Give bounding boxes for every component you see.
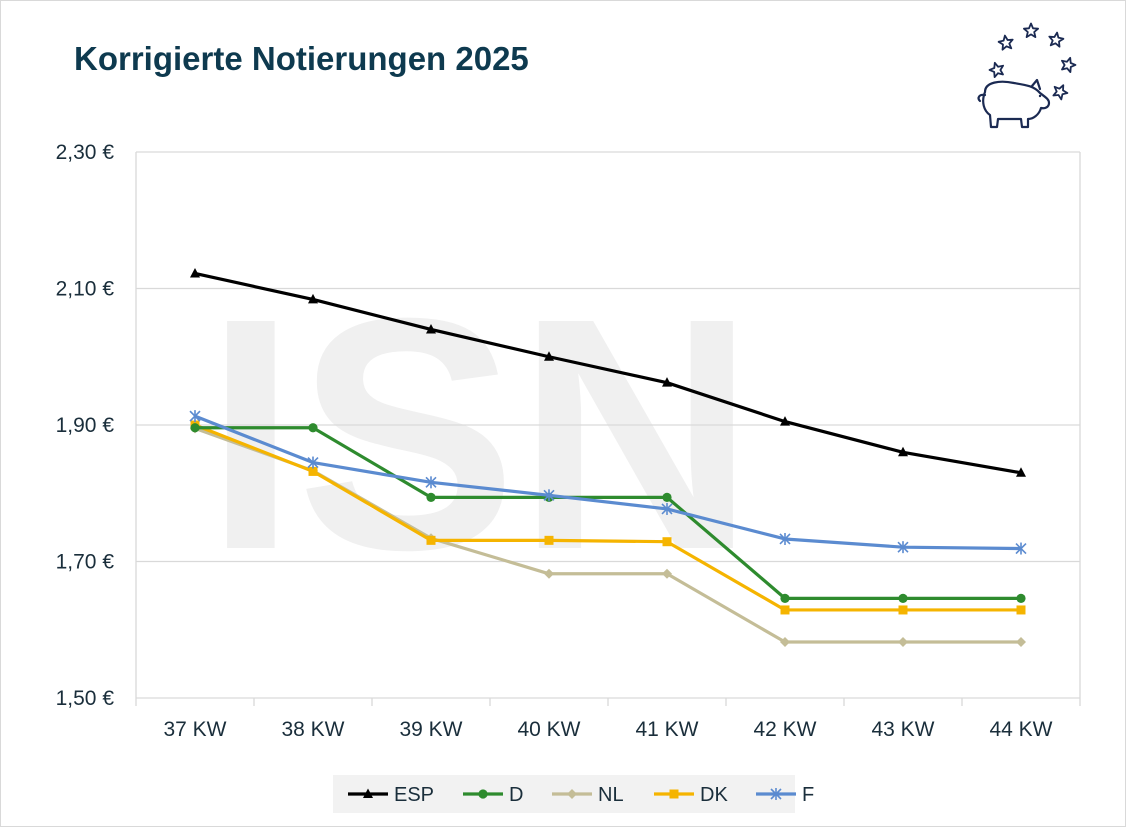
y-tick-label: 2,10 € (56, 278, 115, 301)
y-tick-label: 1,70 € (56, 551, 115, 574)
data-point-dk (1016, 605, 1026, 615)
x-tick-label: 37 KW (163, 718, 226, 741)
legend-marker (669, 789, 679, 799)
x-tick-label: 44 KW (989, 718, 1052, 741)
legend-label: F (802, 784, 814, 806)
data-point-f (425, 476, 437, 489)
watermark-text: ISN (205, 249, 755, 618)
x-tick-label: 40 KW (517, 718, 580, 741)
data-point-d (662, 492, 672, 502)
data-point-f (543, 489, 555, 502)
pig-ear (1030, 78, 1042, 91)
data-point-d (426, 492, 436, 502)
data-point-esp (190, 267, 200, 278)
data-point-nl (544, 568, 554, 579)
data-point-f (897, 541, 909, 554)
data-point-esp (426, 323, 436, 334)
data-point-esp (544, 351, 554, 361)
data-point-f (661, 502, 673, 515)
pig-tail (977, 93, 987, 103)
x-tick-label: 39 KW (399, 718, 462, 741)
y-tick-label: 2,30 € (56, 141, 115, 164)
legend-item-dk: DK (654, 784, 728, 806)
legend-marker (478, 789, 488, 799)
data-point-esp (662, 377, 672, 387)
x-tick-label: 43 KW (871, 718, 934, 741)
legend-marker (363, 788, 373, 798)
x-tick-label: 42 KW (753, 718, 816, 741)
legend-label: D (509, 784, 523, 806)
plot-area: 2,30 € 2,10 € 1,90 € 1,70 € 1,50 € 37 KW 38 KW… (56, 141, 1081, 741)
y-tick-label: 1,90 € (56, 414, 115, 437)
data-point-dk (662, 537, 672, 547)
data-point-nl (1016, 637, 1026, 648)
data-point-d (1016, 593, 1026, 603)
legend-label: DK (700, 784, 728, 806)
eu-star-icon (1048, 31, 1065, 48)
data-point-esp (308, 293, 318, 304)
data-point-esp (898, 446, 908, 457)
data-point-dk (898, 605, 908, 615)
data-point-nl (662, 568, 672, 579)
x-tick-label: 38 KW (281, 718, 344, 741)
legend-marker (770, 788, 782, 800)
eu-star-icon (988, 61, 1004, 78)
data-point-dk (426, 535, 436, 545)
legend-item-esp: ESP (348, 784, 434, 806)
data-point-f (779, 532, 791, 545)
data-point-nl (780, 637, 790, 648)
data-point-f (1015, 542, 1027, 555)
legend-marker (567, 789, 577, 799)
chart-title: Korrigierte Notierungen 2025 (74, 40, 529, 77)
series-line-dk (194, 423, 1021, 612)
data-point-esp (1016, 467, 1026, 477)
data-point-nl (898, 637, 908, 648)
eu-star-icon (1023, 22, 1039, 38)
pig-body (982, 80, 1051, 129)
data-point-d (898, 593, 908, 603)
legend-item-d: D (463, 784, 523, 806)
eu-star-icon (1061, 56, 1077, 73)
data-point-dk (544, 535, 554, 545)
series-line-d (195, 426, 1021, 600)
legend-item-nl: NL (552, 784, 624, 806)
legend: ESP D NL DK F (333, 775, 814, 813)
data-point-d (308, 423, 318, 433)
series-line-f (194, 414, 1022, 551)
data-point-d (780, 593, 790, 603)
legend-label: ESP (394, 784, 434, 806)
pig-eye (1038, 94, 1042, 98)
series-f (189, 410, 1027, 555)
y-tick-label: 1,50 € (56, 687, 115, 710)
data-point-esp (780, 416, 790, 426)
x-tick-label: 41 KW (635, 718, 698, 741)
data-point-d (190, 423, 200, 433)
series-d (190, 423, 1026, 603)
pig-with-eu-stars-icon (977, 22, 1077, 129)
pig-icon (977, 78, 1051, 129)
data-point-f (189, 410, 201, 423)
series-line-esp (194, 271, 1022, 475)
data-point-dk (308, 466, 318, 476)
eu-star-icon (1052, 84, 1069, 101)
data-point-f (307, 456, 319, 469)
watermark: ISN (205, 249, 755, 618)
data-point-dk (780, 605, 790, 615)
series-esp (190, 267, 1026, 477)
legend-item-f: F (756, 784, 814, 806)
legend-label: NL (598, 784, 624, 806)
eu-star-icon (997, 34, 1014, 51)
